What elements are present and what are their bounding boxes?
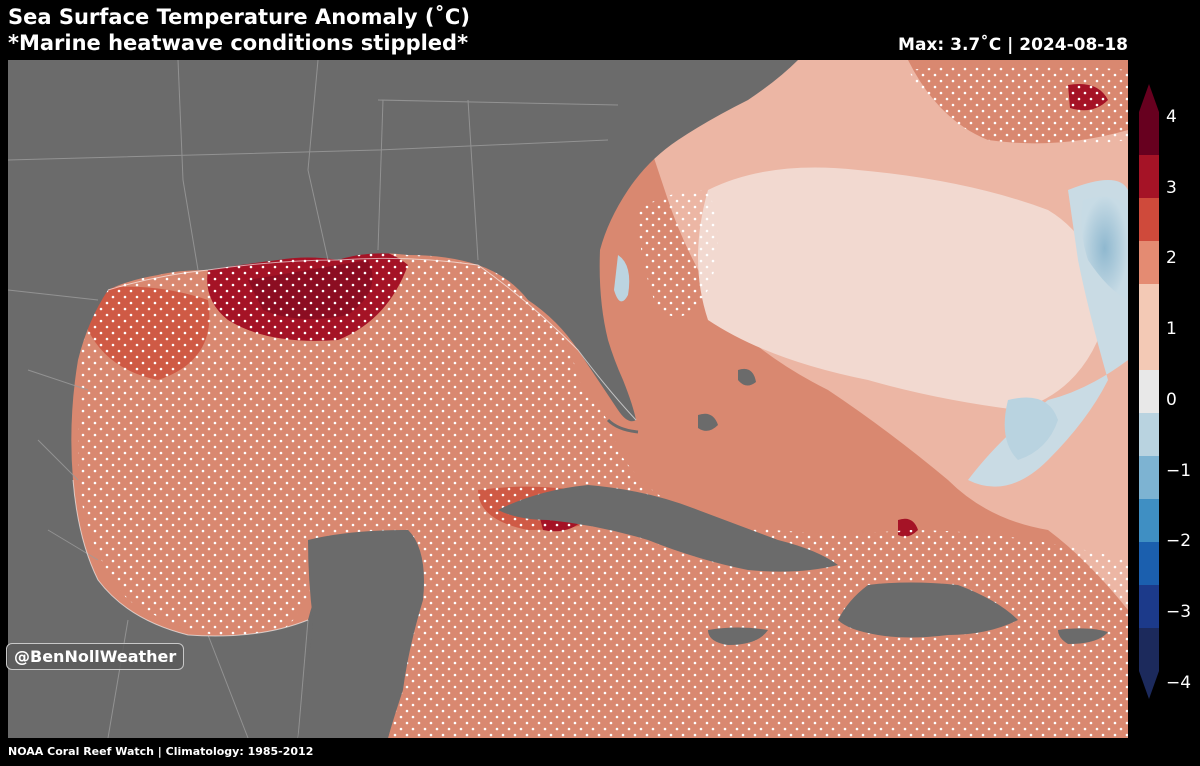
atlantic-cool-core — [1081, 196, 1128, 300]
coastline — [72, 257, 637, 637]
colorbar-segment — [1139, 499, 1159, 542]
colorbar-tick-1: 1 — [1166, 319, 1177, 339]
colorbar-segment — [1139, 155, 1159, 198]
colorbar — [1139, 84, 1159, 699]
cuba-land — [498, 485, 838, 572]
state-borders — [8, 60, 619, 738]
yucatan-land — [298, 530, 424, 738]
heatwave-stipple-atlantic-north — [908, 65, 1128, 145]
puerto-rico-land — [1058, 628, 1108, 644]
bahamas-island-2 — [738, 368, 756, 386]
colorbar-bottom-arrow — [1139, 671, 1159, 699]
colorbar-tick-minus-1: −1 — [1166, 461, 1192, 481]
north-america-land — [8, 60, 798, 738]
chart-title: Sea Surface Temperature Anomaly (˚C) — [8, 5, 470, 29]
colorbar-top-arrow — [1139, 84, 1159, 112]
jamaica-land — [708, 627, 768, 645]
colorbar-segment — [1139, 284, 1159, 327]
source-footer: NOAA Coral Reef Watch | Climatology: 198… — [8, 745, 314, 758]
colorbar-segment — [1139, 241, 1159, 284]
atlantic-cool-patch-south — [1004, 397, 1058, 460]
hispaniola-land — [838, 582, 1018, 638]
heatwave-stipple-east-coast — [638, 190, 718, 317]
coastal-cool-strip — [614, 255, 630, 302]
florida-keys — [606, 418, 639, 434]
colorbar-segment — [1139, 112, 1159, 155]
colorbar-segment — [1139, 198, 1159, 241]
sst-anomaly-map[interactable] — [8, 60, 1128, 738]
colorbar-tick-minus-2: −2 — [1166, 531, 1192, 551]
bahamas-island-1 — [698, 413, 718, 431]
colorbar-segment — [1139, 413, 1159, 456]
author-watermark: @BenNollWeather — [6, 643, 185, 670]
max-and-date-label: Max: 3.7˚C | 2024-08-18 — [898, 35, 1128, 55]
colorbar-segment — [1139, 327, 1159, 370]
colorbar-tick-4: 4 — [1166, 107, 1177, 127]
colorbar-segment — [1139, 628, 1159, 671]
colorbar-tick-minus-4: −4 — [1166, 673, 1192, 693]
colorbar-segment — [1139, 585, 1159, 628]
colorbar-tick-0: 0 — [1166, 390, 1177, 410]
colorbar-segment — [1139, 456, 1159, 499]
atlantic-neutral-zone — [698, 167, 1108, 410]
colorbar-segment — [1139, 370, 1159, 413]
colorbar-tick-minus-3: −3 — [1166, 602, 1192, 622]
colorbar-tick-2: 2 — [1166, 248, 1177, 268]
colorbar-tick-3: 3 — [1166, 178, 1177, 198]
chart-subtitle: *Marine heatwave conditions stippled* — [8, 31, 469, 55]
colorbar-segment — [1139, 542, 1159, 585]
